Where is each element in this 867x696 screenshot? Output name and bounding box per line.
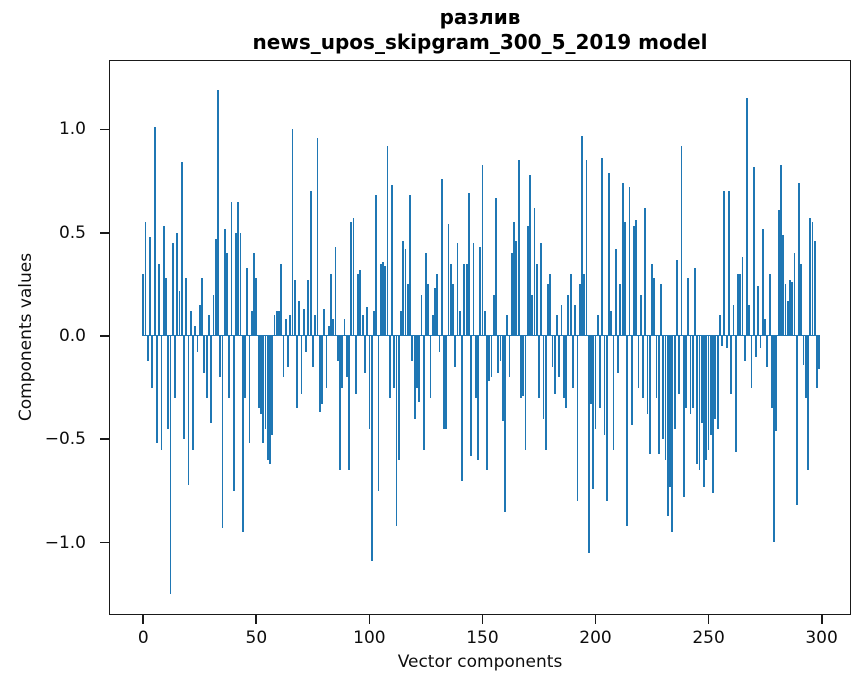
x-tick-label: 0 <box>137 628 149 648</box>
x-tick-mark <box>142 615 145 624</box>
y-tick-label: 1.0 <box>58 119 86 140</box>
y-tick-mark <box>99 438 109 441</box>
chart-title-block: разлив news_upos_skipgram_300_5_2019 mod… <box>253 5 708 55</box>
chart-title: разлив <box>439 5 521 29</box>
y-tick-mark <box>99 541 109 544</box>
x-tick-mark <box>368 615 371 624</box>
x-tick-label: 150 <box>466 628 499 648</box>
y-tick-label: −1.0 <box>44 532 86 553</box>
chart-subtitle: news_upos_skipgram_300_5_2019 model <box>252 30 708 54</box>
y-tick-mark <box>99 335 109 337</box>
y-tick-mark <box>99 128 109 131</box>
x-tick-label: 250 <box>692 628 725 648</box>
x-tick-label: 100 <box>353 628 386 648</box>
x-tick-label: 300 <box>805 628 838 648</box>
y-tick-label: 0.0 <box>58 325 86 346</box>
y-tick-mark <box>99 231 109 234</box>
y-tick-label: 0.5 <box>58 222 86 243</box>
y-tick-label: −0.5 <box>44 429 86 450</box>
x-tick-label: 50 <box>245 628 268 648</box>
x-tick-mark <box>481 615 484 624</box>
x-axis-label: Vector components <box>397 652 563 672</box>
x-tick-mark <box>255 615 258 624</box>
plot-area <box>108 60 851 615</box>
x-tick-mark <box>707 615 710 624</box>
x-tick-label: 200 <box>579 628 612 648</box>
x-tick-mark <box>594 615 597 624</box>
x-tick-mark <box>820 615 823 624</box>
